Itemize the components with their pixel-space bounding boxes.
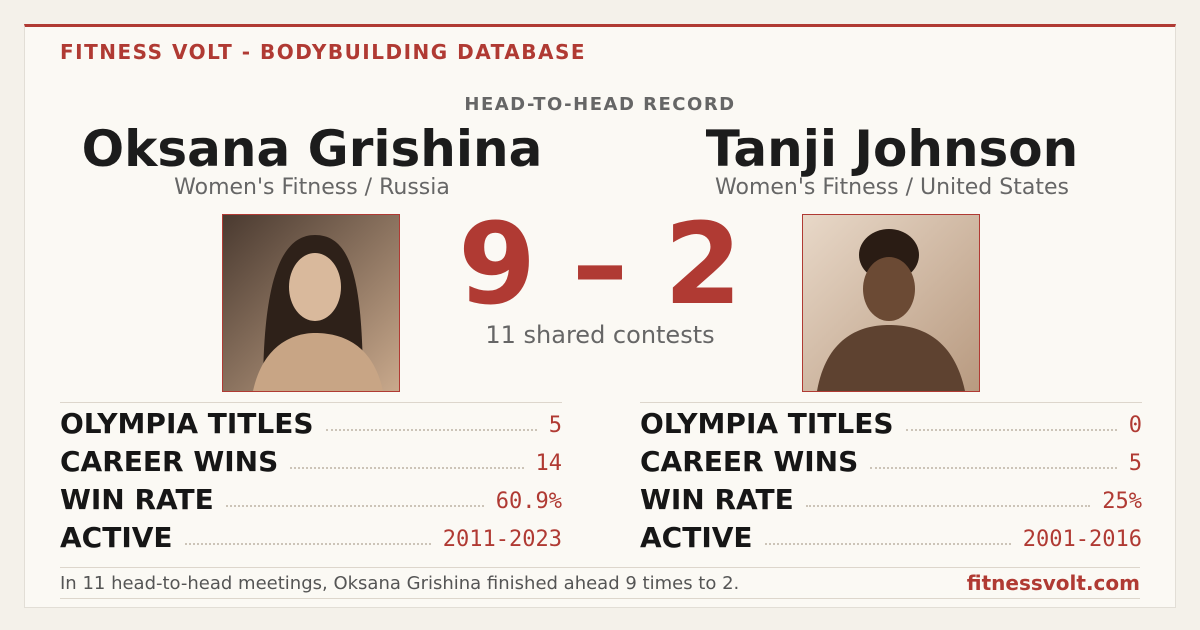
leader xyxy=(225,505,484,507)
stat-row: CAREER WINS 14 xyxy=(60,441,562,479)
footer-site[interactable]: fitnessvolt.com xyxy=(966,571,1140,595)
stat-row: WIN RATE 60.9% xyxy=(60,479,562,517)
stat-value: 60.9% xyxy=(495,489,562,514)
leader xyxy=(905,429,1117,431)
stats-right: OLYMPIA TITLES 0 CAREER WINS 5 WIN RATE 25% AC… xyxy=(640,402,1142,555)
athlete-division: Women's Fitness / United States xyxy=(715,175,1069,200)
score-caption: 11 shared contests xyxy=(485,321,715,349)
stat-label: CAREER WINS xyxy=(640,445,859,478)
athlete-name: Oksana Grishina xyxy=(81,120,543,178)
stat-row: OLYMPIA TITLES 5 xyxy=(60,403,562,441)
stat-label: ACTIVE xyxy=(640,521,753,554)
leader xyxy=(805,505,1091,507)
stat-row: OLYMPIA TITLES 0 xyxy=(640,403,1142,441)
score-right: 2 xyxy=(664,200,742,330)
stat-label: CAREER WINS xyxy=(60,445,279,478)
footer-summary: In 11 head-to-head meetings, Oksana Gris… xyxy=(60,572,740,594)
athlete-name: Tanji Johnson xyxy=(705,120,1079,178)
stat-row: ACTIVE 2001-2016 xyxy=(640,517,1142,555)
score: 9–2 xyxy=(0,200,1200,330)
stat-value: 25% xyxy=(1102,489,1142,514)
stat-row: WIN RATE 25% xyxy=(640,479,1142,517)
card xyxy=(24,24,1176,608)
leader xyxy=(290,467,524,469)
subtitle: HEAD-TO-HEAD RECORD xyxy=(464,94,736,115)
athlete-division: Women's Fitness / Russia xyxy=(174,175,450,200)
stat-row: ACTIVE 2011-2023 xyxy=(60,517,562,555)
brand: FITNESS VOLT - BODYBUILDING DATABASE xyxy=(60,40,587,64)
stat-label: OLYMPIA TITLES xyxy=(640,407,894,440)
stat-value: 2001-2016 xyxy=(1022,527,1142,552)
stat-label: ACTIVE xyxy=(60,521,173,554)
stat-value: 14 xyxy=(535,451,563,476)
stat-value: 2011-2023 xyxy=(442,527,562,552)
leader xyxy=(325,429,537,431)
score-left: 9 xyxy=(458,200,536,330)
score-separator: – xyxy=(572,200,628,330)
leader xyxy=(184,543,431,545)
stat-value: 5 xyxy=(548,413,562,438)
stat-label: OLYMPIA TITLES xyxy=(60,407,314,440)
footer: In 11 head-to-head meetings, Oksana Gris… xyxy=(60,567,1140,599)
leader xyxy=(764,543,1011,545)
stat-value: 5 xyxy=(1128,451,1142,476)
athlete-photo xyxy=(222,214,400,392)
leader xyxy=(870,467,1117,469)
stat-value: 0 xyxy=(1128,413,1142,438)
athlete-photo xyxy=(802,214,980,392)
stats-left: OLYMPIA TITLES 5 CAREER WINS 14 WIN RATE 60.9… xyxy=(60,402,562,555)
stat-label: WIN RATE xyxy=(60,483,214,516)
stat-label: WIN RATE xyxy=(640,483,794,516)
stat-row: CAREER WINS 5 xyxy=(640,441,1142,479)
